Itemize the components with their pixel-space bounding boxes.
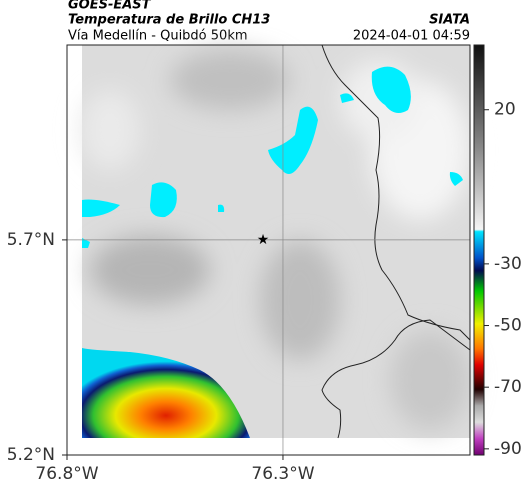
y-tick-label: 5.7°N — [7, 230, 55, 250]
colorbar-tick-label: 20 — [494, 100, 516, 120]
cold-cloud — [82, 348, 250, 438]
boundaries — [321, 44, 471, 439]
y-tick-label: 5.2°N — [7, 445, 55, 465]
colorbar-tick-label: -50 — [494, 316, 522, 336]
grid-layer — [67, 45, 470, 455]
colorbar-tick-label: -70 — [494, 377, 522, 397]
map-frame — [66, 44, 471, 456]
timestamp: 2024-04-01 04:59 — [353, 29, 470, 44]
subtitle: Vía Medellín - Quibdó 50km — [68, 29, 248, 44]
colorbar-tick-label: -30 — [494, 254, 522, 274]
org: SIATA — [429, 13, 470, 28]
cyan-clouds — [82, 66, 463, 248]
imagery — [80, 44, 471, 439]
cloud-texture — [80, 50, 470, 430]
source: GOES-EAST — [68, 0, 152, 13]
colorbar — [473, 44, 485, 456]
title: Temperatura de Brillo CH13 — [68, 13, 270, 28]
x-tick-label: 76.8°W — [35, 464, 98, 484]
x-tick-label: 76.3°W — [251, 464, 314, 484]
location-marker: ★ — [257, 232, 270, 248]
colorbar-tick-label: -90 — [494, 439, 522, 459]
